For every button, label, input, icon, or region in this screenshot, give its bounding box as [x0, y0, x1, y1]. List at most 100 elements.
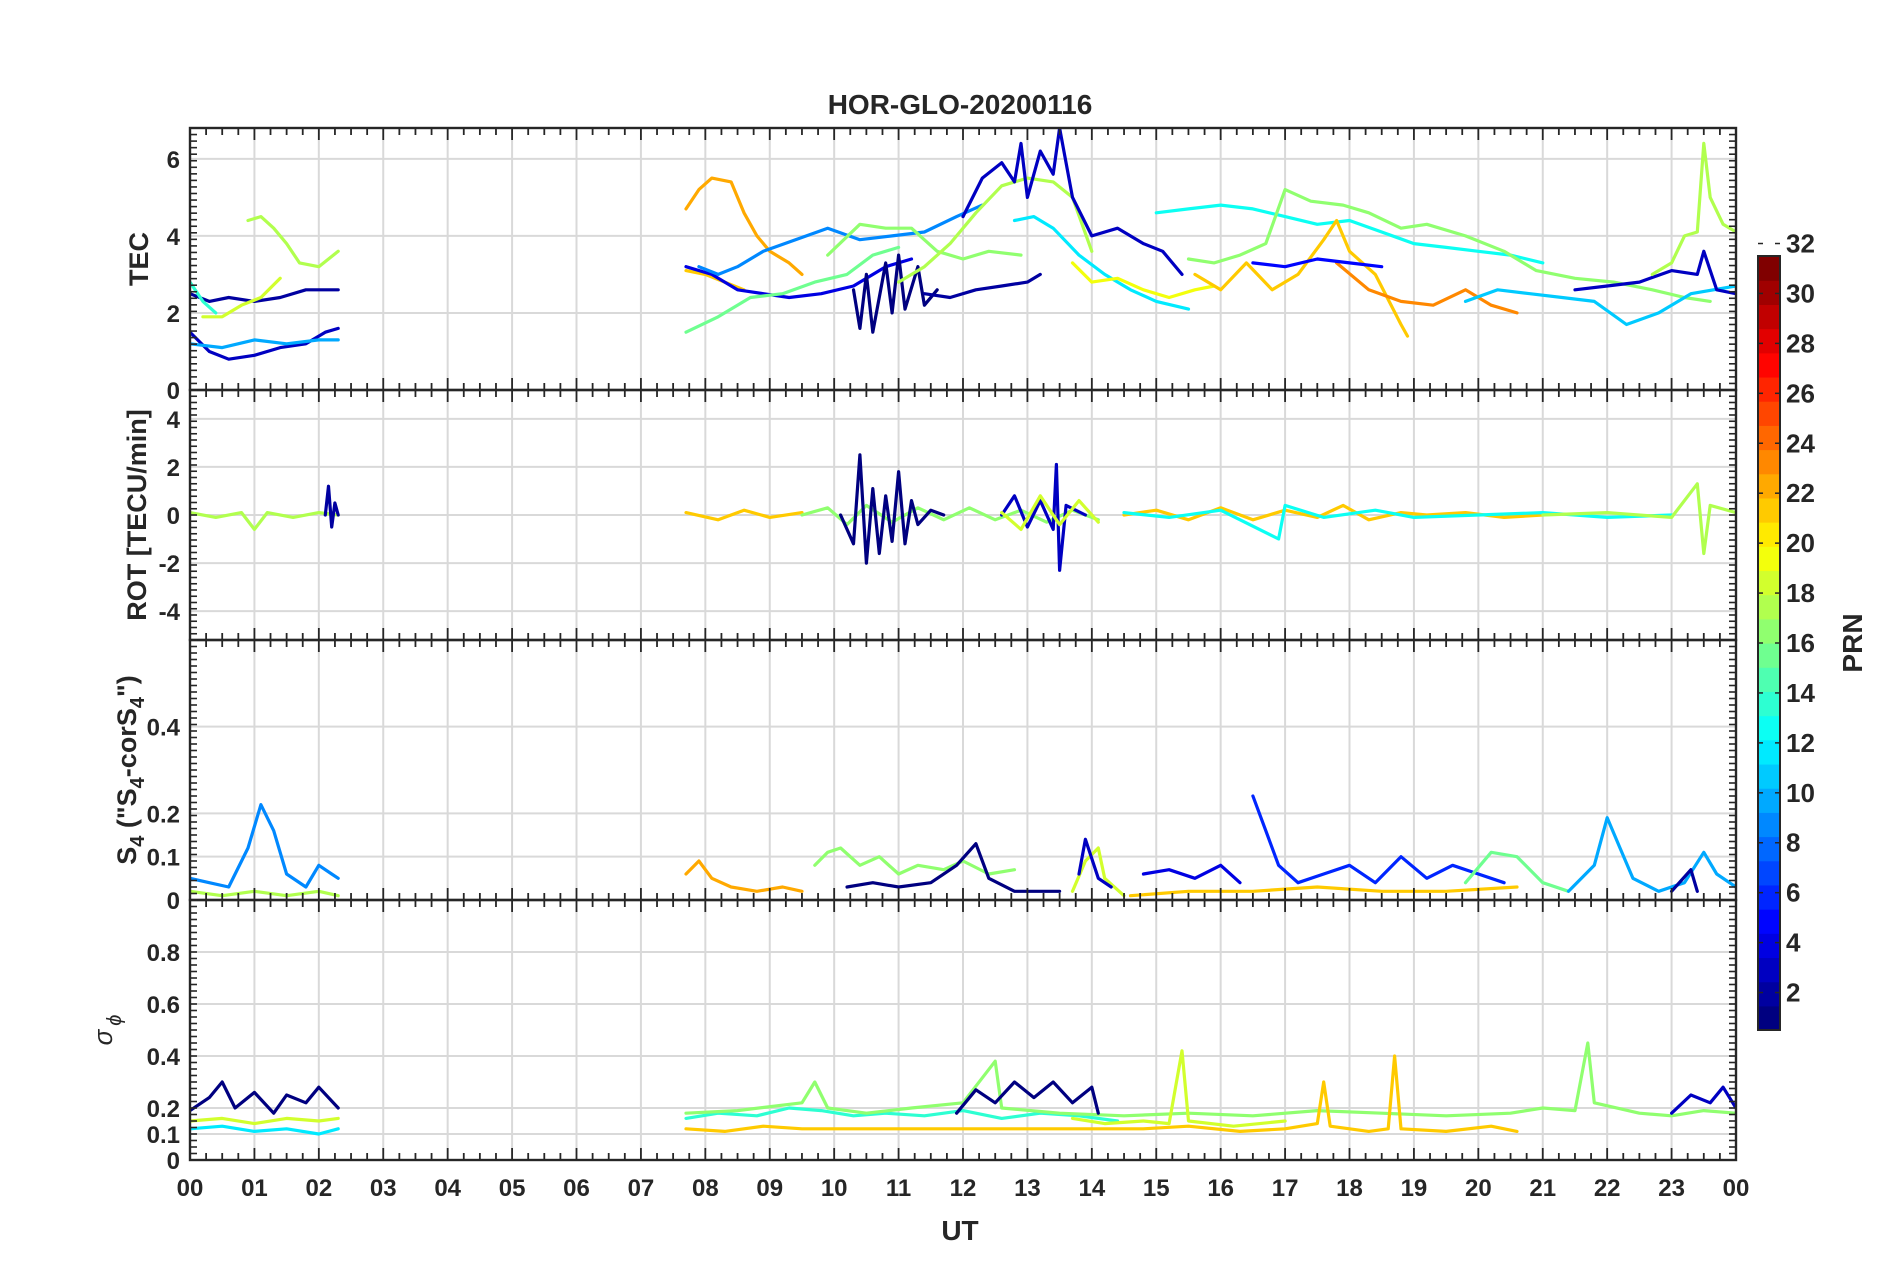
x-tick-label: 10	[821, 1175, 848, 1202]
colorbar-swatch	[1758, 909, 1780, 934]
colorbar-tick-label: 2	[1786, 978, 1800, 1008]
series-line-prn-17	[800, 503, 1100, 527]
colorbar-swatch	[1758, 933, 1780, 959]
colorbar-swatch	[1758, 957, 1780, 983]
chart-title: HOR-GLO-20200116	[828, 89, 1093, 120]
x-tick-label: 03	[370, 1175, 397, 1202]
y-tick-label: 0.2	[147, 801, 180, 828]
panel-tec: 0 2 4 6 TEC	[124, 126, 1738, 405]
y-axis-label: TEC	[124, 232, 154, 286]
colorbar-tick-label: 16	[1786, 628, 1815, 658]
x-tick-label: 07	[628, 1175, 655, 1202]
series-line-prn-24	[1334, 261, 1519, 315]
series-line-prn-3	[1573, 249, 1736, 296]
y-tick-label: 2	[167, 455, 180, 482]
series-line-prn-18	[190, 510, 340, 532]
colorbar-swatch	[1758, 401, 1780, 426]
colorbar-swatch	[1758, 884, 1780, 910]
colorbar-swatch	[1758, 667, 1780, 692]
series-line-prn-2	[1669, 868, 1699, 893]
series-line-prn-9	[190, 803, 340, 889]
x-tick-label: 17	[1272, 1175, 1299, 1202]
colorbar-tick-label: 8	[1786, 828, 1800, 858]
colorbar-tick-label: 22	[1786, 478, 1815, 508]
series-line-prn-17	[684, 1041, 1736, 1118]
y-tick-label: 4	[167, 407, 181, 434]
panel-sigma_phi: 00.10.2 0.4 0.6 0.8 σϕ 00 01 02 03 04 05 06 07 08 09 10…	[88, 898, 1749, 1202]
series-line-prn-10	[1566, 816, 1736, 893]
y-tick-label: 2	[167, 301, 180, 328]
series-line-prn-12	[190, 1124, 340, 1136]
colorbar-swatch	[1758, 546, 1780, 572]
colorbar-swatch	[1758, 1005, 1780, 1031]
series-line-prn-22	[1122, 503, 1545, 522]
series-line-prn-1	[851, 253, 939, 334]
colorbar-tick-label: 6	[1786, 878, 1800, 908]
y-tick-label: 0	[167, 503, 180, 530]
x-axis-label: UT	[941, 1215, 978, 1246]
series-line-prn-23	[684, 176, 804, 276]
x-tick-label: 21	[1529, 1175, 1556, 1202]
y-tick-label: 0.6	[147, 992, 180, 1019]
colorbar-swatch	[1758, 425, 1780, 451]
colorbar-tick-label: 20	[1786, 528, 1815, 558]
series-line-prn-5	[1251, 257, 1384, 269]
colorbar-swatch	[1758, 763, 1780, 789]
series-line-prn-20	[1070, 261, 1216, 300]
colorbar-swatch	[1758, 788, 1780, 813]
y-tick-label: 0.4	[147, 715, 181, 742]
x-tick-label: 04	[434, 1175, 461, 1202]
x-tick-label: 22	[1594, 1175, 1621, 1202]
x-tick-label: 19	[1401, 1175, 1428, 1202]
x-tick-label: 06	[563, 1175, 590, 1202]
series-line-prn-2	[922, 272, 1042, 300]
series-line-prn-3	[190, 326, 340, 361]
series-group	[190, 128, 1736, 361]
y-tick-label: 4	[167, 224, 181, 251]
series-line-prn-13	[1154, 203, 1545, 265]
x-tick-label: 12	[950, 1175, 977, 1202]
series-line-prn-16	[684, 245, 901, 334]
colorbar-swatch	[1758, 304, 1780, 330]
colorbar-tick-label: 24	[1786, 428, 1815, 458]
colorbar-label: PRN	[1837, 613, 1868, 672]
series-line-prn-18	[1650, 141, 1736, 276]
series-line-prn-11	[1463, 284, 1736, 327]
x-tick-label: 23	[1658, 1175, 1685, 1202]
series-line-prn-22	[684, 1054, 1519, 1134]
x-tick-label: 08	[692, 1175, 719, 1202]
series-line-prn-1	[838, 453, 946, 565]
y-axis-label: σϕ	[88, 1015, 126, 1046]
series-line-prn-23	[684, 859, 804, 893]
series-line-prn-3	[1000, 462, 1088, 572]
colorbar-tick-label: 30	[1786, 278, 1815, 308]
series-group	[190, 794, 1736, 898]
colorbar-swatch	[1758, 836, 1780, 862]
colorbar-tick-label: 14	[1786, 678, 1815, 708]
series-line-prn-12	[1012, 215, 1191, 311]
y-tick-label: 0	[167, 888, 180, 915]
colorbar-swatch	[1758, 449, 1780, 475]
colorbar-swatch	[1758, 643, 1780, 668]
colorbar-tick-label: 26	[1786, 378, 1815, 408]
colorbar-swatch	[1758, 497, 1780, 523]
colorbar-tick-label: 28	[1786, 328, 1815, 358]
y-tick-label: 0.8	[147, 940, 180, 967]
y-tick-label: 0.2	[147, 1096, 180, 1123]
series-group	[190, 1041, 1736, 1136]
colorbar-swatch	[1758, 739, 1780, 765]
colorbar-swatch	[1758, 812, 1780, 838]
x-tick-label: 13	[1014, 1175, 1041, 1202]
colorbar-swatch	[1758, 570, 1780, 596]
x-tick-label: 20	[1465, 1175, 1492, 1202]
colorbar-swatch	[1758, 376, 1780, 402]
series-line-prn-1	[954, 1080, 1100, 1115]
panel-frame	[188, 898, 1738, 1162]
colorbar-swatch	[1758, 860, 1780, 886]
colorbar-swatch	[1758, 473, 1780, 499]
colorbar-swatch	[1758, 618, 1780, 644]
colorbar-swatch	[1758, 352, 1780, 378]
